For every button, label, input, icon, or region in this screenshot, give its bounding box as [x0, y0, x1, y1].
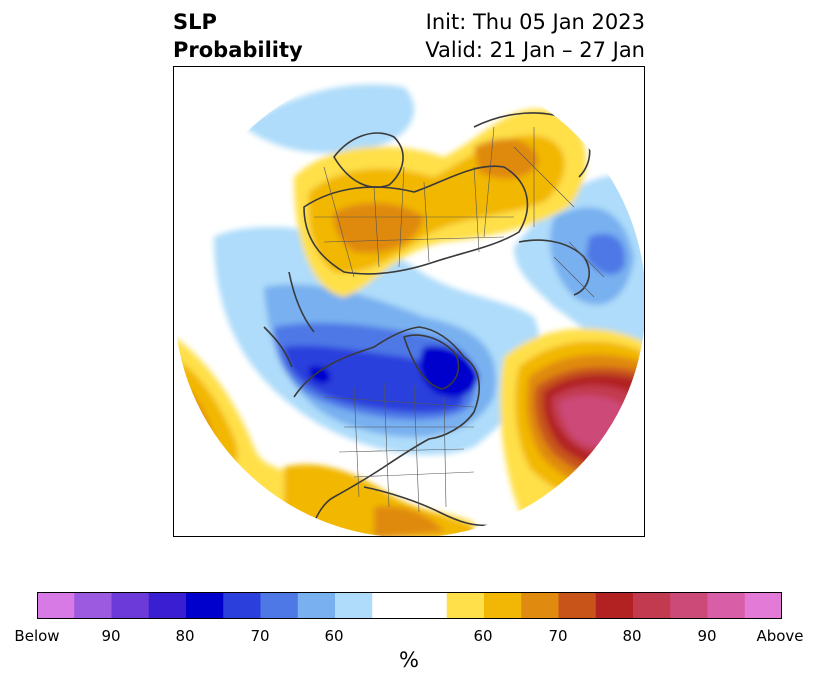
colorbar-unit: % [399, 648, 419, 672]
colorbar-cell [372, 592, 411, 619]
probability-colorbar [37, 592, 782, 619]
forecast-dates: Init: Thu 05 Jan 2023 Valid: 21 Jan – 27… [425, 8, 645, 64]
colorbar-cell [633, 592, 671, 619]
colorbar-cell [260, 592, 299, 619]
colorbar-cell [148, 592, 187, 619]
colorbar-cell [297, 592, 336, 619]
colorbar-cell [446, 592, 485, 619]
below-region-arctic [244, 84, 414, 153]
borders-layer [314, 126, 605, 513]
polar-map [173, 66, 645, 537]
cb-label-60-above: 60 [473, 627, 493, 645]
colorbar-cell [111, 592, 150, 619]
colorbar-labels: Below 90 80 70 60 60 70 80 90 Above [0, 627, 819, 647]
valid-date: Valid: 21 Jan – 27 Jan [425, 38, 645, 62]
colorbar-cell [595, 592, 634, 619]
colorbar-cell [74, 592, 113, 619]
colorbar-cell [484, 592, 522, 619]
cb-label-80-above: 80 [622, 627, 642, 645]
colorbar-cell [409, 592, 448, 619]
init-date: Init: Thu 05 Jan 2023 [425, 10, 645, 34]
colorbar-cell [707, 592, 746, 619]
colorbar-cell [558, 592, 597, 619]
colorbar-cell [521, 592, 560, 619]
cb-label-below: Below [14, 627, 60, 645]
cb-label-80-below: 80 [175, 627, 195, 645]
colorbar-cell [37, 592, 75, 619]
cb-label-60-below: 60 [324, 627, 344, 645]
cb-label-70-above: 70 [548, 627, 568, 645]
colorbar-cell [744, 592, 782, 619]
cb-label-70-below: 70 [250, 627, 270, 645]
probability-map-svg [174, 67, 644, 536]
colorbar-cell [335, 592, 373, 619]
colorbar-cell [670, 592, 709, 619]
title-line-slp: SLP [173, 10, 217, 34]
map-title: SLP Probability [173, 8, 303, 64]
title-line-probability: Probability [173, 38, 303, 62]
cb-label-90-below: 90 [101, 627, 121, 645]
colorbar-cell [186, 592, 224, 619]
colorbar-cell [223, 592, 262, 619]
cb-label-90-above: 90 [697, 627, 717, 645]
cb-label-above: Above [756, 627, 804, 645]
